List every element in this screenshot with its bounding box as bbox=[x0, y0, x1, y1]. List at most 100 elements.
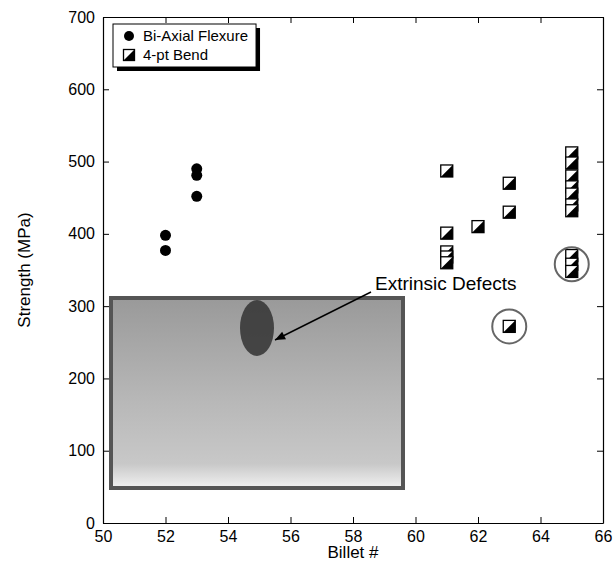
tick bbox=[228, 17, 229, 23]
point bbox=[503, 206, 515, 218]
tick-mark bbox=[597, 234, 603, 235]
tick-mark bbox=[166, 517, 167, 523]
x-axis-title: Billet # bbox=[327, 543, 379, 562]
tick-mark bbox=[103, 451, 109, 452]
marker-circle bbox=[160, 230, 171, 241]
marker-half bbox=[566, 157, 578, 169]
tick-mark bbox=[597, 162, 603, 163]
tick bbox=[597, 162, 603, 163]
tick-mark bbox=[103, 523, 109, 524]
tick-mark bbox=[597, 89, 603, 90]
tick-mark bbox=[291, 517, 292, 523]
x-axis-top bbox=[104, 17, 604, 23]
marker-circle bbox=[191, 191, 202, 202]
tick-mark bbox=[228, 17, 229, 23]
tick: 200 bbox=[68, 370, 109, 387]
tick: 52 bbox=[157, 517, 175, 545]
tick-label: 66 bbox=[595, 528, 613, 545]
tick-mark bbox=[103, 234, 109, 235]
point bbox=[566, 205, 578, 217]
tick-mark bbox=[353, 17, 354, 23]
tick-label: 0 bbox=[86, 515, 95, 532]
axis-line bbox=[103, 18, 104, 524]
tick-mark bbox=[478, 17, 479, 23]
tick: 400 bbox=[68, 225, 109, 242]
marker-square bbox=[566, 265, 578, 277]
marker-half bbox=[441, 165, 453, 177]
tick-mark bbox=[353, 517, 354, 523]
tick: 54 bbox=[220, 517, 238, 545]
tick-mark bbox=[597, 523, 603, 524]
marker-half bbox=[472, 221, 484, 233]
axis-line bbox=[603, 18, 604, 524]
highlight-circle bbox=[555, 247, 589, 281]
tick-label: 56 bbox=[282, 528, 300, 545]
tick-label: 100 bbox=[68, 442, 95, 459]
marker-square bbox=[441, 257, 453, 269]
tick-mark bbox=[103, 306, 109, 307]
tick: 300 bbox=[68, 298, 109, 315]
marker-circle bbox=[191, 170, 202, 181]
inset-frame bbox=[109, 296, 405, 490]
marker-square bbox=[441, 227, 453, 239]
legend-label: 4-pt Bend bbox=[143, 46, 208, 63]
tick-mark bbox=[541, 17, 542, 23]
tick-label: 62 bbox=[470, 528, 488, 545]
inset-photo bbox=[109, 296, 405, 490]
arrow-head bbox=[275, 332, 286, 340]
tick bbox=[541, 17, 542, 23]
point bbox=[191, 191, 202, 202]
highlight-circle bbox=[492, 309, 526, 343]
plot: 5052545658606264660100200300400500600700… bbox=[68, 9, 612, 546]
tick: 62 bbox=[470, 517, 488, 545]
marker-half bbox=[503, 206, 515, 218]
x-axis: 505254565860626466 bbox=[95, 517, 613, 545]
tick-label: 52 bbox=[157, 528, 175, 545]
tick: 600 bbox=[68, 81, 109, 98]
tick bbox=[353, 17, 354, 23]
points bbox=[160, 147, 578, 332]
point bbox=[160, 230, 171, 241]
legend-box bbox=[113, 24, 256, 67]
tick-mark bbox=[416, 17, 417, 23]
axis-line bbox=[104, 523, 604, 524]
marker-half bbox=[441, 227, 453, 239]
marker-half bbox=[441, 257, 453, 269]
tick-mark bbox=[416, 517, 417, 523]
tick bbox=[597, 89, 603, 90]
marker-half bbox=[566, 265, 578, 277]
marker-square bbox=[503, 177, 515, 189]
point bbox=[441, 227, 453, 239]
legend-label: Bi-Axial Flexure bbox=[143, 27, 248, 44]
point bbox=[566, 157, 578, 169]
series bbox=[160, 163, 202, 256]
tick-mark bbox=[103, 162, 109, 163]
tick-mark bbox=[478, 517, 479, 523]
tick-label: 600 bbox=[68, 81, 95, 98]
tick-mark bbox=[228, 517, 229, 523]
tick bbox=[291, 17, 292, 23]
marker-half bbox=[124, 50, 135, 61]
point bbox=[191, 170, 202, 181]
tick-label: 400 bbox=[68, 225, 95, 242]
tick-mark bbox=[166, 17, 167, 23]
point bbox=[160, 245, 171, 256]
tick bbox=[597, 523, 603, 524]
tick bbox=[597, 17, 603, 18]
tick-label: 500 bbox=[68, 153, 95, 170]
legend-symbol bbox=[124, 31, 134, 41]
tick-label: 54 bbox=[220, 528, 238, 545]
point bbox=[441, 165, 453, 177]
inset-image bbox=[113, 300, 401, 486]
annotation: Extrinsic Defects bbox=[275, 247, 589, 343]
point bbox=[503, 320, 515, 332]
annotation-text: Extrinsic Defects bbox=[375, 273, 516, 294]
point bbox=[566, 265, 578, 277]
tick-mark bbox=[541, 517, 542, 523]
marker-half bbox=[503, 177, 515, 189]
marker-square bbox=[441, 165, 453, 177]
tick bbox=[166, 17, 167, 23]
point bbox=[441, 257, 453, 269]
marker-half bbox=[503, 320, 515, 332]
marker-square bbox=[124, 50, 135, 61]
